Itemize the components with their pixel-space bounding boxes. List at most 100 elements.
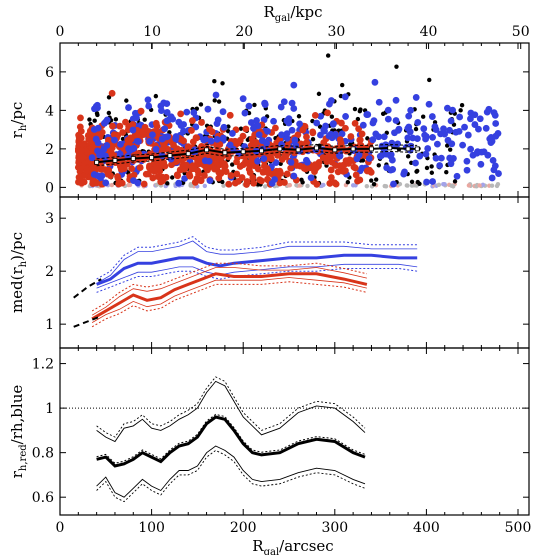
scatter-point	[249, 174, 257, 182]
scatter-point	[445, 143, 450, 148]
scatter-point	[149, 131, 156, 139]
scatter-point	[441, 130, 449, 138]
scatter-point	[170, 175, 175, 180]
scatter-point	[248, 135, 256, 143]
scatter-point	[183, 161, 190, 169]
scatter-point	[353, 155, 361, 163]
scatter-point	[93, 179, 101, 187]
scatter-point	[461, 123, 468, 131]
scatter-point	[447, 147, 453, 152]
scatter-point	[414, 119, 422, 126]
blue-upper-band	[96, 240, 418, 284]
scatter-point	[375, 133, 383, 141]
scatter-point	[389, 166, 397, 173]
y-tick-label: 2	[45, 142, 54, 158]
scatter-point	[173, 171, 181, 179]
scatter-point	[189, 138, 197, 146]
scatter-point	[276, 167, 284, 175]
scatter-point	[286, 183, 291, 188]
scatter-point	[205, 157, 213, 165]
scatter-point	[404, 183, 410, 188]
scatter-point	[369, 136, 377, 144]
scatter-point	[212, 98, 217, 103]
dashed-extrapolation-line	[73, 315, 102, 328]
scatter-point	[464, 131, 472, 139]
scatter-point	[416, 152, 424, 160]
scatter-point	[486, 135, 494, 143]
scatter-point	[283, 134, 291, 142]
scatter-point	[317, 131, 324, 139]
scatter-point	[109, 122, 116, 130]
scatter-point	[383, 184, 389, 189]
scatter-point	[459, 141, 467, 149]
scatter-point	[221, 183, 226, 188]
scatter-point	[394, 64, 399, 69]
scatter-point	[106, 95, 112, 100]
scatter-point	[369, 119, 377, 127]
scatter-point	[157, 102, 165, 110]
scatter-point	[311, 111, 319, 119]
scatter-point	[200, 136, 208, 144]
scatter-point	[477, 160, 485, 168]
scatter-point	[119, 129, 127, 136]
scatter-point	[452, 179, 458, 184]
scatter-point	[88, 154, 96, 162]
scatter-point	[325, 53, 331, 58]
scatter-point	[329, 114, 335, 119]
scatter-point	[283, 170, 291, 178]
scatter-point	[327, 166, 335, 174]
scatter-point	[241, 109, 249, 117]
scatter-point	[425, 100, 433, 108]
scatter-point	[127, 182, 133, 188]
scatter-point	[161, 125, 169, 133]
scatter-point	[290, 105, 298, 112]
red-median-line	[91, 272, 368, 321]
scatter-point	[324, 152, 332, 160]
scatter-point	[146, 137, 153, 145]
scatter-point	[392, 96, 400, 104]
scatter-point	[409, 179, 415, 184]
scatter-point	[388, 156, 396, 164]
y-tick-label: 0	[45, 180, 54, 196]
scatter-point	[228, 130, 236, 137]
scatter-point	[429, 164, 434, 169]
scatter-point	[364, 183, 370, 189]
scatter-point	[311, 163, 319, 171]
scatter-point	[431, 123, 439, 131]
scatter-point	[453, 172, 461, 180]
top-x-tick-label: 50	[512, 24, 530, 40]
scatter-point	[135, 138, 142, 145]
scatter-point	[157, 178, 165, 186]
scatter-point	[422, 135, 429, 143]
scatter-point	[404, 124, 412, 132]
scatter-point	[239, 95, 247, 103]
panel3-y-label: rh,red/rh,blue	[8, 385, 29, 479]
scatter-point	[450, 155, 457, 162]
ratio-line	[96, 415, 366, 468]
scatter-point	[463, 157, 471, 165]
scatter-point	[459, 103, 465, 108]
scatter-point	[340, 82, 345, 88]
scatter-point	[247, 119, 255, 126]
scatter-point	[202, 183, 208, 189]
scatter-point	[422, 150, 430, 158]
median-marker	[277, 146, 283, 152]
scatter-point	[475, 125, 482, 133]
y-tick-label: 4	[45, 103, 54, 119]
scatter-point	[206, 177, 214, 185]
scatter-point	[96, 151, 103, 159]
scatter-point	[324, 109, 331, 117]
scatter-point	[452, 128, 460, 136]
scatter-point	[142, 170, 150, 178]
scatter-point	[345, 180, 351, 185]
scatter-point	[376, 152, 384, 160]
scatter-point	[242, 125, 250, 133]
scatter-point	[356, 176, 364, 184]
scatter-point	[471, 121, 479, 128]
scatter-point	[131, 109, 139, 117]
scatter-point	[412, 94, 420, 101]
scatter-point	[303, 158, 311, 166]
median-marker	[369, 146, 374, 152]
scatter-point	[291, 136, 299, 144]
scatter-point	[283, 130, 291, 138]
